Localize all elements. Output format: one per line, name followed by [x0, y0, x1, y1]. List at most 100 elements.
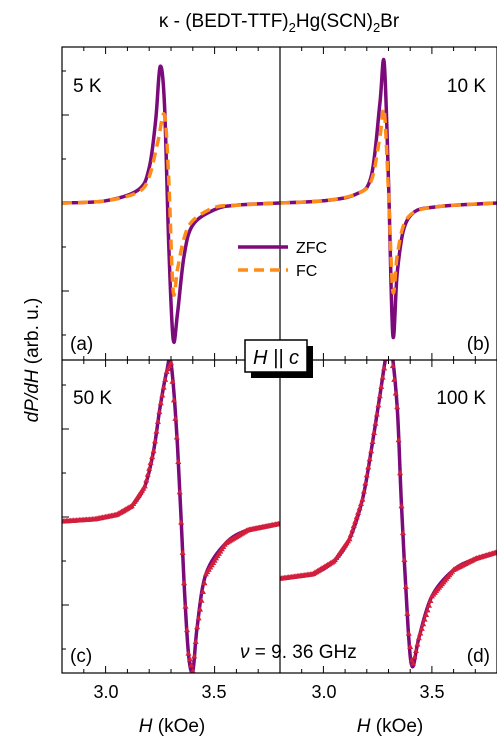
- data-point: [141, 483, 148, 489]
- data-point: [366, 455, 373, 462]
- data-point: [415, 634, 422, 641]
- data-point: [181, 579, 188, 586]
- series-fc-line: [280, 106, 497, 295]
- field-orientation-label: H || c: [253, 347, 299, 369]
- data-point: [156, 408, 163, 415]
- data-point: [176, 488, 183, 495]
- data-point: [165, 365, 172, 372]
- data-point: [394, 403, 401, 410]
- data-point: [373, 411, 380, 417]
- legend: ZFC FC: [238, 240, 327, 280]
- data-point: [362, 480, 369, 486]
- series-area: [62, 360, 280, 673]
- data-point: [360, 488, 367, 494]
- data-point: [384, 350, 390, 355]
- series-area: [62, 64, 280, 344]
- data-point: [153, 428, 160, 434]
- frequency-label: ν = 9. 36 GHz: [240, 642, 357, 663]
- data-point: [154, 418, 161, 424]
- panel-b: [279, 47, 497, 360]
- data-point: [149, 453, 156, 460]
- data-point: [427, 597, 434, 604]
- panel-a: [61, 47, 281, 360]
- data-point: [178, 519, 185, 525]
- series-fc-markers: [62, 360, 280, 673]
- x-tick-label-right-0: 3.0: [311, 682, 336, 702]
- data-point: [387, 344, 393, 349]
- data-point: [175, 458, 182, 464]
- data-point: [405, 630, 412, 636]
- data-point: [197, 606, 204, 612]
- legend-zfc-label: ZFC: [296, 240, 327, 257]
- data-point: [160, 384, 167, 390]
- data-point: [402, 583, 409, 589]
- chart-title: κ - (BEDT-TTF)2Hg(SCN)2Br: [159, 11, 400, 35]
- data-point: [389, 362, 396, 369]
- temperature-label-c: 50 K: [73, 388, 112, 409]
- data-point: [494, 549, 497, 555]
- data-point: [424, 606, 431, 613]
- data-point: [359, 496, 366, 502]
- data-point: [355, 509, 362, 515]
- data-point: [352, 518, 359, 524]
- data-point: [169, 378, 176, 384]
- data-point: [404, 610, 411, 616]
- data-point: [410, 660, 417, 666]
- data-point: [368, 447, 375, 454]
- data-point: [401, 556, 408, 562]
- data-point: [395, 436, 402, 443]
- data-point: [426, 602, 433, 608]
- temperature-label-b: 10 K: [447, 76, 486, 97]
- panel-label-d: (d): [467, 646, 490, 667]
- data-point: [392, 390, 399, 396]
- x-tick-label-left-0: 3.0: [93, 682, 118, 702]
- data-point: [379, 374, 386, 380]
- panel-label-b: (b): [467, 334, 490, 355]
- data-point: [147, 459, 154, 465]
- data-point: [201, 579, 208, 586]
- data-point: [150, 447, 157, 454]
- series-fc-markers: [280, 344, 497, 666]
- data-point: [198, 597, 205, 603]
- panel-c: [61, 360, 281, 673]
- data-point: [371, 429, 378, 435]
- data-point: [369, 438, 376, 445]
- data-point: [168, 360, 174, 366]
- data-point: [412, 647, 419, 653]
- data-point: [350, 522, 357, 528]
- data-point: [346, 535, 353, 542]
- temperature-label-d: 100 K: [436, 388, 486, 409]
- x-tick-label-right-1: 3.5: [419, 682, 444, 702]
- series-fc-line: [62, 112, 280, 297]
- data-point: [420, 620, 427, 627]
- data-point: [353, 513, 360, 520]
- data-point: [185, 650, 192, 656]
- data-point: [388, 349, 394, 354]
- data-point: [417, 630, 424, 636]
- data-point: [386, 347, 392, 352]
- data-point: [372, 420, 379, 426]
- field-orientation-box: H || c: [244, 339, 313, 378]
- data-point: [398, 502, 405, 509]
- data-point: [159, 392, 166, 398]
- data-point: [194, 623, 201, 630]
- data-point: [407, 643, 414, 649]
- data-point: [358, 500, 365, 506]
- data-point: [199, 588, 206, 594]
- series-area: [280, 344, 497, 669]
- data-point: [399, 529, 406, 536]
- panel-label-c: (c): [70, 646, 92, 667]
- data-point: [188, 661, 195, 668]
- series-area: [280, 57, 497, 340]
- data-point: [143, 477, 150, 483]
- data-point: [186, 656, 193, 662]
- temperature-label-a: 5 K: [73, 76, 102, 97]
- x-axis-label-left: H (kOe): [139, 716, 206, 737]
- data-point: [170, 396, 177, 403]
- data-point: [363, 472, 370, 478]
- data-point: [182, 603, 189, 609]
- data-point: [421, 616, 428, 622]
- data-point: [195, 615, 202, 621]
- data-point: [192, 638, 199, 644]
